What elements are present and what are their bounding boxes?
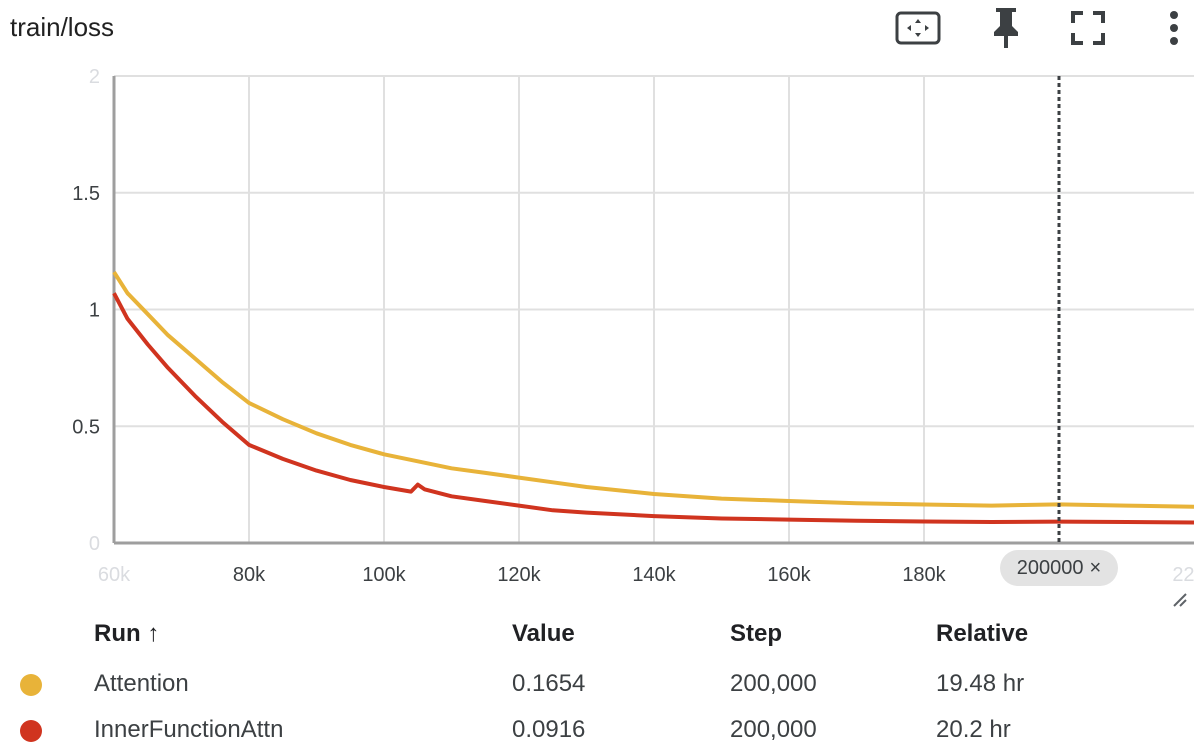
run-step: 200,000: [730, 670, 817, 697]
pin-button[interactable]: [982, 6, 1030, 50]
run-column-header[interactable]: Run ↑: [94, 620, 160, 647]
series-line-Attention: [112, 271, 1194, 509]
fullscreen-button[interactable]: [1064, 6, 1112, 50]
more-menu-button[interactable]: [1150, 6, 1194, 50]
chart-title: train/loss: [10, 12, 115, 42]
y-tick-label: 0: [89, 533, 100, 555]
series-line-InnerFunctionAttn: [112, 292, 1194, 525]
loss-line-chart[interactable]: 60k 80k 100k 120k 140k 160k 180k 220k 0 0.5 1 1.5 2: [0, 60, 1194, 600]
x-tick-label: 140k: [632, 564, 676, 586]
fullscreen-icon: [1071, 11, 1105, 45]
x-tick-label: 120k: [497, 564, 541, 586]
run-color-dot: [20, 720, 42, 742]
run-color-dot: [20, 674, 42, 696]
close-icon[interactable]: ×: [1089, 556, 1102, 579]
run-name: Attention: [94, 670, 189, 697]
more-vert-icon: [1170, 11, 1178, 45]
y-tick-label: 1.5: [72, 183, 100, 205]
step-chip-label: 200000: [1016, 556, 1084, 579]
run-relative: 19.48 hr: [936, 670, 1025, 697]
x-tick-label: 220k: [1172, 564, 1194, 586]
y-tick-label: 1: [89, 300, 100, 322]
fit-domain-icon: [895, 11, 941, 45]
pin-icon: [994, 8, 1018, 48]
run-name: InnerFunctionAttn: [94, 716, 284, 743]
y-tick-label: 2: [89, 66, 100, 88]
run-relative: 20.2 hr: [936, 716, 1011, 743]
x-tick-label: 100k: [362, 564, 406, 586]
step-column-header[interactable]: Step: [730, 620, 783, 647]
run-value: 0.1654: [512, 670, 586, 697]
run-step: 200,000: [730, 716, 817, 743]
x-tick-label: 60k: [98, 564, 131, 586]
value-column-header[interactable]: Value: [512, 620, 575, 647]
resize-handle-icon[interactable]: [1170, 590, 1190, 610]
fit-domain-button[interactable]: [894, 6, 942, 50]
y-tick-label: 0.5: [72, 416, 100, 438]
run-value: 0.0916: [512, 716, 586, 743]
x-tick-label: 160k: [767, 564, 811, 586]
x-tick-label: 180k: [902, 564, 946, 586]
x-tick-label: 80k: [233, 564, 266, 586]
relative-column-header[interactable]: Relative: [936, 620, 1029, 647]
step-cursor-chip[interactable]: 200000 ×: [1000, 550, 1118, 586]
